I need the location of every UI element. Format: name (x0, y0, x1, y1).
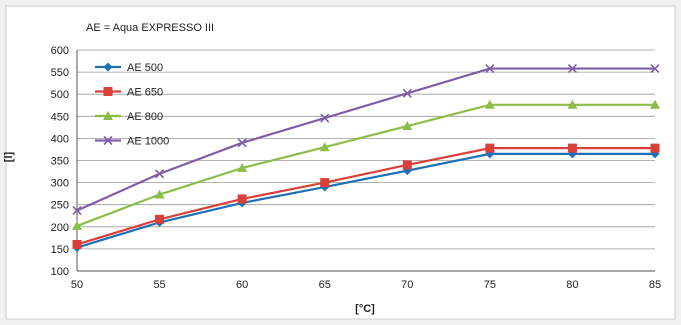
x-tick-labels: 50 55 60 65 70 75 80 85 (71, 279, 661, 291)
data-point (72, 239, 82, 249)
plot-background (5, 5, 676, 320)
series-line (76, 103, 655, 227)
y-tick-labels: 100 150 200 250 300 350 400 450 500 550 600 (51, 45, 69, 278)
y-tick-label: 350 (51, 156, 69, 168)
data-point (155, 214, 165, 224)
data-point (650, 143, 660, 153)
x-axis-label: [°C] (355, 303, 375, 315)
x-tick-label: 75 (484, 279, 496, 291)
series-lines (72, 63, 660, 253)
series-ae-800 (72, 99, 660, 230)
data-point (237, 194, 247, 204)
data-point (72, 205, 82, 216)
legend-item: AE 800 (95, 111, 163, 123)
series-ae-1000 (72, 63, 660, 216)
legend-label: AE 1000 (127, 136, 169, 148)
legend-label: AE 800 (127, 111, 163, 123)
x-tick-label: 60 (236, 279, 248, 291)
data-point (319, 142, 330, 152)
legend-marker (103, 87, 113, 96)
y-tick-label: 250 (51, 200, 69, 212)
data-point (402, 160, 412, 170)
y-axis-label: [l] (3, 151, 15, 162)
y-tick-label: 300 (51, 178, 69, 190)
x-tick-label: 80 (566, 279, 578, 291)
y-tick-label: 450 (51, 111, 69, 123)
legend-item: AE 1000 (95, 136, 169, 148)
x-tick-label: 85 (649, 279, 661, 291)
legend-label: AE 500 (127, 62, 163, 74)
data-point (567, 63, 577, 74)
x-tick-label: 55 (153, 279, 165, 291)
data-point (154, 189, 165, 199)
x-tick-label: 70 (401, 279, 413, 291)
legend-label: AE 650 (127, 87, 163, 99)
data-point (155, 169, 165, 179)
series-line (76, 67, 655, 212)
legend-item: AE 650 (95, 87, 163, 99)
data-point (567, 143, 577, 153)
series-line (76, 152, 655, 249)
data-point (402, 121, 413, 131)
legend-item: AE 500 (95, 62, 163, 74)
data-point (237, 163, 248, 173)
legend-marker (103, 135, 113, 146)
data-point (484, 99, 495, 109)
y-tick-label: 500 (51, 89, 69, 101)
chart-note: AE = Aqua EXPRESSO III (86, 22, 214, 34)
data-point (485, 63, 495, 74)
data-point (650, 63, 660, 74)
y-tick-label: 550 (51, 67, 69, 79)
data-point (485, 143, 495, 153)
y-tick-label: 400 (51, 133, 69, 145)
data-point (320, 178, 330, 188)
x-tick-label: 65 (319, 279, 331, 291)
legend: AE 500 AE 650 AE 800 AE 1000 (95, 62, 169, 148)
series-line (76, 147, 655, 246)
data-point (402, 88, 412, 98)
data-point (650, 99, 660, 109)
y-tick-label: 150 (51, 244, 69, 256)
x-tick-label: 50 (71, 279, 83, 291)
legend-marker (103, 62, 113, 72)
y-tick-label: 600 (51, 45, 69, 57)
data-point (320, 113, 330, 123)
legend-marker (103, 111, 113, 120)
y-tick-label: 200 (51, 222, 69, 234)
series-ae-650 (72, 143, 660, 249)
data-point (72, 220, 82, 230)
axes (76, 50, 655, 272)
grid-lines (77, 49, 655, 250)
data-point (567, 99, 578, 109)
data-point (237, 138, 247, 148)
y-tick-label: 100 (51, 266, 69, 278)
